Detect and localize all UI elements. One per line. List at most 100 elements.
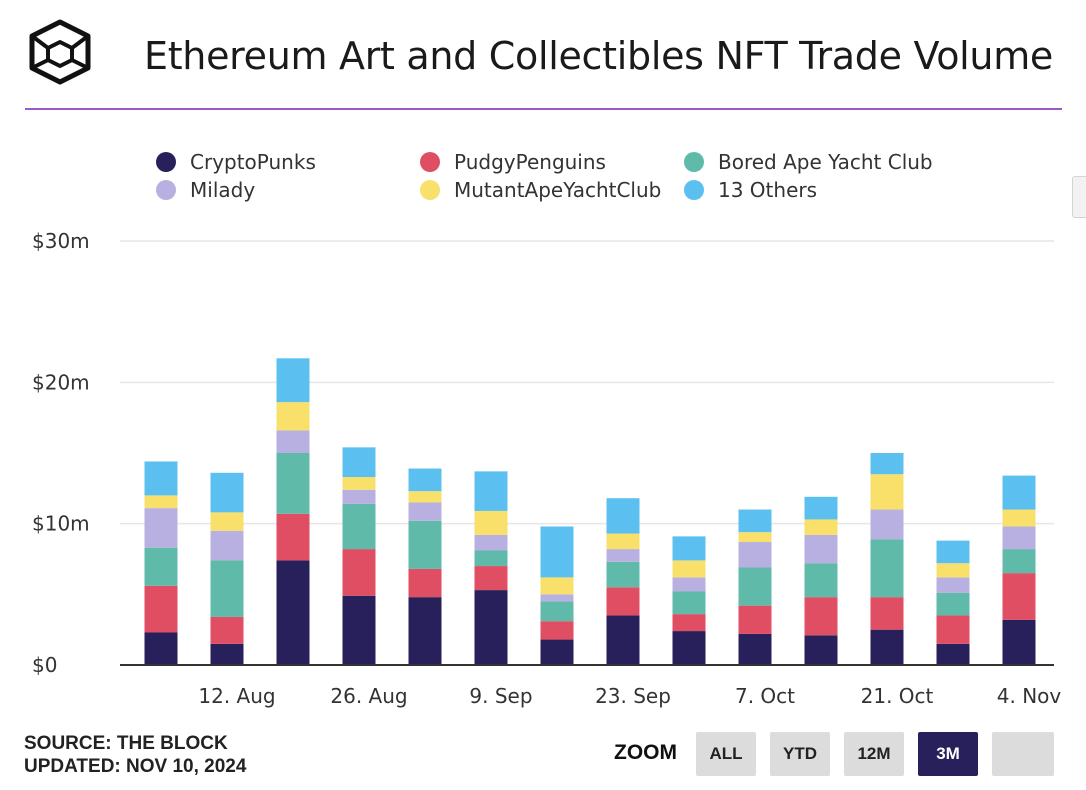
bar-segment[interactable] xyxy=(342,503,376,550)
bar-segment[interactable] xyxy=(804,597,838,636)
bar-segment[interactable] xyxy=(210,530,244,561)
bar-segment[interactable] xyxy=(276,453,310,514)
bar-segment[interactable] xyxy=(144,585,178,633)
bar-segment[interactable] xyxy=(870,539,904,598)
bar-segment[interactable] xyxy=(870,453,904,475)
bar-segment[interactable] xyxy=(606,549,640,562)
bar-segment[interactable] xyxy=(936,577,970,593)
legend-item[interactable]: Bored Ape Yacht Club xyxy=(684,150,933,174)
bar-segment[interactable] xyxy=(474,550,508,567)
bar-segment[interactable] xyxy=(804,534,838,564)
bar-segment[interactable] xyxy=(936,643,970,665)
bar-segment[interactable] xyxy=(804,563,838,598)
bar-segment[interactable] xyxy=(1002,619,1036,665)
bar-segment[interactable] xyxy=(276,402,310,431)
bar-segment[interactable] xyxy=(936,592,970,616)
legend-item[interactable]: 13 Others xyxy=(684,178,817,202)
bar-segment[interactable] xyxy=(738,509,772,533)
legend-item[interactable]: PudgyPenguins xyxy=(420,150,606,174)
bar-segment[interactable] xyxy=(276,358,310,403)
bar-segment[interactable] xyxy=(144,632,178,665)
bar-segment[interactable] xyxy=(540,577,574,595)
bar-segment[interactable] xyxy=(1002,475,1036,510)
bar-segment[interactable] xyxy=(672,631,706,665)
bar-segment[interactable] xyxy=(672,577,706,592)
bar-segment[interactable] xyxy=(210,643,244,665)
bar-segment[interactable] xyxy=(870,509,904,540)
bar-segment[interactable] xyxy=(606,587,640,616)
bar-segment[interactable] xyxy=(540,621,574,640)
bar-segment[interactable] xyxy=(606,498,640,534)
bar-segment[interactable] xyxy=(408,568,442,598)
bar-segment[interactable] xyxy=(210,472,244,513)
bar-segment[interactable] xyxy=(474,471,508,511)
zoom-ytd-button[interactable]: YTD xyxy=(770,732,830,776)
bar-segment[interactable] xyxy=(936,540,970,564)
chart-title: Ethereum Art and Collectibles NFT Trade … xyxy=(144,34,1053,78)
bar-segment[interactable] xyxy=(210,560,244,617)
bar-segment[interactable] xyxy=(870,597,904,630)
bar-segment[interactable] xyxy=(342,489,376,504)
bar-segment[interactable] xyxy=(144,508,178,548)
bar-segment[interactable] xyxy=(804,635,838,665)
bar-segment[interactable] xyxy=(540,639,574,665)
bar-segment[interactable] xyxy=(474,566,508,591)
bar-segment[interactable] xyxy=(672,614,706,632)
bar-segment[interactable] xyxy=(936,615,970,644)
bar-segment[interactable] xyxy=(408,502,442,521)
bar-segment[interactable] xyxy=(606,561,640,588)
bar-segment[interactable] xyxy=(210,512,244,531)
bar-segment[interactable] xyxy=(342,595,376,665)
bar-segment[interactable] xyxy=(540,594,574,602)
bar-segment[interactable] xyxy=(804,519,838,535)
bar-segment[interactable] xyxy=(540,526,574,578)
bar-segment[interactable] xyxy=(276,430,310,453)
bar-segment[interactable] xyxy=(408,520,442,569)
bar-segment[interactable] xyxy=(474,590,508,665)
legend-item[interactable]: MutantApeYachtClub xyxy=(420,178,661,202)
bar-segment[interactable] xyxy=(408,597,442,665)
bar-segment[interactable] xyxy=(1002,573,1036,620)
bar-segment[interactable] xyxy=(276,513,310,561)
bar-segment[interactable] xyxy=(342,477,376,490)
bar-segment[interactable] xyxy=(738,567,772,606)
bar-segment[interactable] xyxy=(738,605,772,634)
bar-segment[interactable] xyxy=(1002,526,1036,550)
zoom-all-button[interactable]: ALL xyxy=(696,732,756,776)
bar-segment[interactable] xyxy=(210,616,244,644)
bar-segment[interactable] xyxy=(870,629,904,665)
bar-segment[interactable] xyxy=(144,495,178,509)
bar-segment[interactable] xyxy=(474,510,508,535)
zoom-extra-button[interactable] xyxy=(992,732,1054,776)
bar-segment[interactable] xyxy=(606,533,640,550)
bar-segment[interactable] xyxy=(276,560,310,665)
bar-segment[interactable] xyxy=(738,633,772,665)
bar-segment[interactable] xyxy=(606,615,640,665)
bar-segment[interactable] xyxy=(474,534,508,551)
bar-segment[interactable] xyxy=(342,447,376,478)
bar-segment[interactable] xyxy=(540,601,574,622)
bar-segment[interactable] xyxy=(804,496,838,520)
bar-segment[interactable] xyxy=(870,474,904,510)
legend-dot-icon xyxy=(420,152,440,172)
bar-segment[interactable] xyxy=(672,560,706,578)
zoom-3m-button[interactable]: 3M xyxy=(918,732,978,776)
bar-segment[interactable] xyxy=(672,536,706,561)
bar-segment[interactable] xyxy=(408,491,442,503)
bar-segment[interactable] xyxy=(144,547,178,586)
side-panel-tab[interactable] xyxy=(1072,176,1086,218)
bar-segment[interactable] xyxy=(738,532,772,543)
bar-segment[interactable] xyxy=(672,591,706,615)
legend-item[interactable]: CryptoPunks xyxy=(156,150,316,174)
bar-segment[interactable] xyxy=(408,468,442,492)
zoom-12m-button[interactable]: 12M xyxy=(844,732,904,776)
bar-segment[interactable] xyxy=(144,461,178,496)
bar-segment[interactable] xyxy=(738,542,772,568)
bar-segment[interactable] xyxy=(342,549,376,596)
source-text: SOURCE: THE BLOCK xyxy=(24,733,228,754)
legend-item[interactable]: Milady xyxy=(156,178,255,202)
chart-legend: CryptoPunks PudgyPenguins Bored Ape Yacht … xyxy=(156,150,976,214)
bar-segment[interactable] xyxy=(1002,549,1036,574)
bar-segment[interactable] xyxy=(1002,509,1036,527)
bar-segment[interactable] xyxy=(936,563,970,578)
